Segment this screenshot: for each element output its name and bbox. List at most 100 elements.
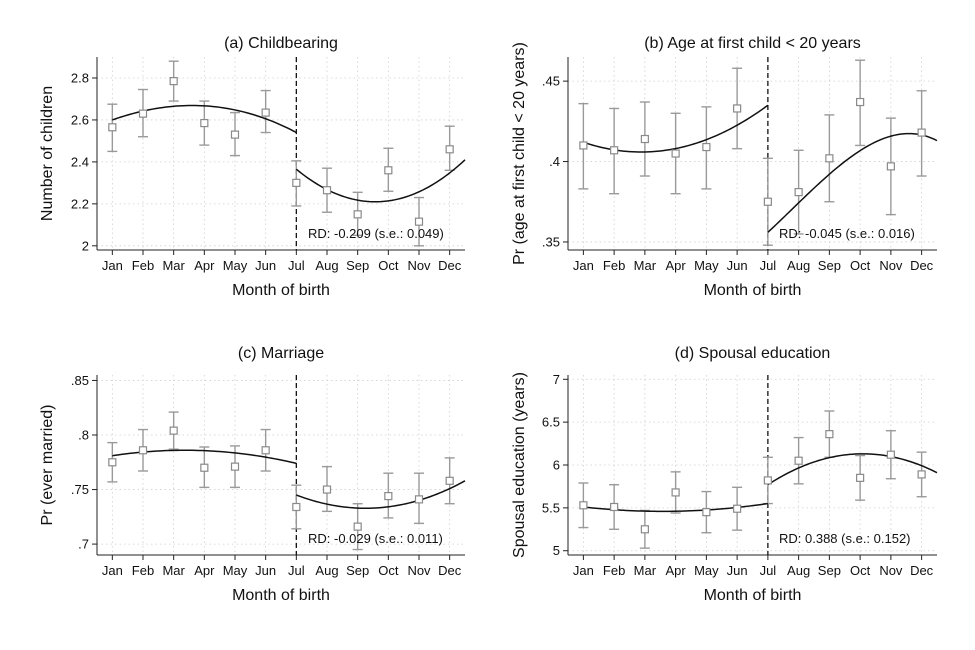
data-point [261, 446, 270, 455]
data-point [886, 450, 895, 459]
y-tick-label: .7 [78, 537, 89, 552]
data-point [671, 488, 680, 497]
x-tick-label: Feb [603, 563, 625, 578]
x-axis-label: Month of birth [704, 282, 802, 299]
data-point [138, 109, 148, 118]
chart-panel-2: .35 .4 .45 Jan Feb Mar Apr May Jun Jul Aug Sep Oct No… [511, 35, 938, 299]
x-tick-label: May [694, 563, 719, 578]
data-point [200, 118, 209, 128]
data-point [353, 210, 362, 219]
chart-panel-3: .7 .75 .8 .85 Jan Feb Mar Apr May Jun Jul Aug Sep Oct… [39, 345, 466, 604]
x-tick-label: Oct [378, 258, 399, 273]
data-point [414, 217, 424, 226]
chart-title: (c) Marriage [238, 345, 324, 362]
y-axis-label: Pr (age at first child < 20 years) [511, 42, 528, 265]
y-tick-label: 2.6 [71, 112, 89, 127]
rd-annotation: RD: 0.388 (s.e.: 0.152) [779, 531, 911, 546]
data-point [702, 142, 711, 152]
data-point [886, 162, 895, 171]
fit-curve-right [296, 480, 466, 509]
y-tick-label: 7 [553, 372, 560, 387]
data-point [579, 141, 588, 150]
y-axis-label: Pr (ever married) [39, 405, 56, 526]
data-point [108, 123, 117, 132]
x-axis-label: Month of birth [232, 282, 330, 299]
x-tick-label: Sep [818, 258, 841, 273]
chart-title: (d) Spousal education [675, 345, 831, 362]
y-tick-label: 2.8 [71, 70, 89, 85]
data-point [169, 426, 178, 435]
x-tick-label: Oct [850, 563, 871, 578]
data-point [138, 446, 148, 455]
x-tick-label: Jun [727, 563, 748, 578]
x-tick-label: Dec [910, 258, 934, 273]
data-point [169, 77, 178, 86]
x-tick-label: Mar [634, 258, 657, 273]
y-tick-label: .45 [542, 74, 560, 89]
x-tick-label: Apr [194, 563, 215, 578]
chart-panel-1: 2 2.2 2.4 2.6 2.8 Jan Feb Mar Apr May Jun Jul Aug Sep… [39, 35, 466, 299]
chart-panel-4: 5 5.5 6 6.5 7 Jan Feb Mar Apr May Jun Jul Aug Sep Oct N… [511, 345, 938, 604]
x-tick-label: Sep [818, 563, 841, 578]
data-point [825, 154, 834, 163]
data-point [579, 501, 588, 510]
data-point [322, 485, 332, 494]
x-tick-label: Dec [438, 258, 462, 273]
x-tick-label: Dec [438, 563, 462, 578]
x-tick-label: Nov [879, 258, 903, 273]
x-tick-label: Sep [346, 258, 369, 273]
x-tick-label: Apr [666, 563, 687, 578]
chart-title: (b) Age at first child < 20 years [644, 35, 861, 52]
x-tick-label: Jun [255, 563, 276, 578]
data-point [640, 134, 649, 144]
data-point [610, 146, 619, 155]
data-point [763, 197, 772, 206]
y-tick-label: .85 [71, 373, 89, 388]
data-point [733, 104, 742, 113]
fit-curve-right [295, 159, 466, 203]
x-tick-label: Apr [666, 258, 687, 273]
data-point [610, 502, 619, 512]
x-tick-label: Feb [132, 563, 154, 578]
x-tick-label: Sep [346, 563, 369, 578]
x-tick-label: Jul [288, 563, 305, 578]
x-tick-label: Oct [850, 258, 871, 273]
x-tick-label: Jul [760, 258, 777, 273]
data-point [414, 495, 424, 504]
data-point [261, 108, 270, 117]
y-tick-label: 5 [553, 543, 560, 558]
data-point [794, 456, 803, 465]
data-point [794, 188, 803, 197]
x-tick-label: Nov [407, 563, 431, 578]
y-tick-label: 5.5 [542, 500, 560, 515]
x-tick-label: Jun [255, 258, 276, 273]
y-axis-label: Number of children [39, 86, 56, 221]
data-point [384, 166, 393, 175]
x-tick-label: Jan [573, 258, 594, 273]
x-tick-label: Feb [603, 258, 625, 273]
data-point [292, 502, 301, 512]
rd-annotation: RD: -0.029 (s.e.: 0.011) [308, 531, 443, 546]
x-tick-label: Aug [787, 563, 810, 578]
data-point [445, 145, 454, 154]
data-point [856, 97, 865, 107]
fit-curve-right [767, 453, 938, 486]
data-point [230, 462, 240, 471]
x-tick-label: Nov [407, 258, 431, 273]
x-tick-label: Mar [162, 258, 185, 273]
data-point [856, 473, 865, 482]
x-tick-label: Mar [634, 563, 657, 578]
rd-annotation: RD: -0.045 (s.e.: 0.016) [779, 226, 915, 241]
x-tick-label: Aug [787, 258, 810, 273]
x-tick-label: Jul [288, 258, 305, 273]
data-point [384, 491, 393, 501]
x-tick-label: Jun [727, 258, 748, 273]
y-tick-label: .35 [542, 234, 560, 249]
data-point [108, 458, 117, 467]
x-tick-label: Dec [910, 563, 934, 578]
x-tick-label: Oct [378, 563, 399, 578]
y-tick-label: 2 [82, 238, 89, 253]
y-tick-label: .4 [549, 154, 560, 169]
fit-curve-right [767, 132, 938, 233]
x-tick-label: Mar [162, 563, 185, 578]
